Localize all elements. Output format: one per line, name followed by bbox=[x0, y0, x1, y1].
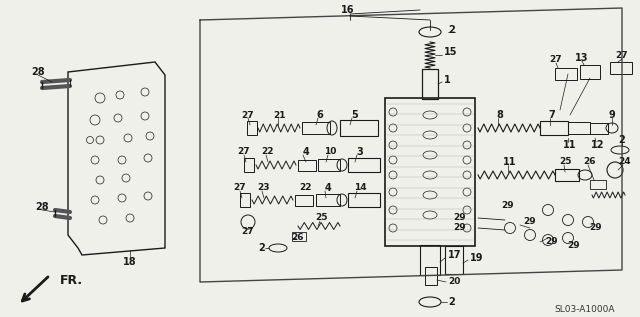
Bar bbox=[295, 195, 313, 205]
Text: 4: 4 bbox=[303, 147, 309, 157]
Text: 27: 27 bbox=[616, 51, 628, 61]
Text: 16: 16 bbox=[341, 5, 355, 15]
Text: 26: 26 bbox=[584, 158, 596, 166]
Text: 7: 7 bbox=[548, 110, 556, 120]
Bar bbox=[348, 193, 380, 207]
Text: 3: 3 bbox=[356, 147, 364, 157]
Text: 29: 29 bbox=[546, 237, 558, 247]
Bar bbox=[422, 69, 438, 99]
Text: 29: 29 bbox=[568, 241, 580, 249]
Text: 29: 29 bbox=[454, 214, 467, 223]
Bar bbox=[302, 122, 330, 134]
Bar bbox=[610, 62, 632, 74]
Text: 27: 27 bbox=[234, 184, 246, 192]
Bar bbox=[580, 65, 600, 79]
Text: 18: 18 bbox=[123, 257, 137, 267]
Text: 29: 29 bbox=[454, 223, 467, 232]
Text: 21: 21 bbox=[274, 111, 286, 120]
Text: 4: 4 bbox=[324, 183, 332, 193]
Text: 12: 12 bbox=[591, 140, 605, 150]
Text: 22: 22 bbox=[262, 147, 275, 157]
Bar bbox=[240, 193, 250, 207]
Text: 8: 8 bbox=[497, 110, 504, 120]
Text: 19: 19 bbox=[470, 253, 483, 263]
Text: 10: 10 bbox=[324, 147, 336, 157]
Bar bbox=[420, 245, 440, 275]
Bar bbox=[348, 158, 380, 172]
Bar bbox=[590, 122, 608, 133]
Text: 24: 24 bbox=[619, 158, 631, 166]
Text: 14: 14 bbox=[354, 184, 366, 192]
Bar bbox=[555, 68, 577, 80]
Text: 23: 23 bbox=[258, 184, 270, 192]
Text: 28: 28 bbox=[35, 202, 49, 212]
Bar bbox=[318, 159, 340, 171]
Text: 11: 11 bbox=[563, 140, 577, 150]
Text: 26: 26 bbox=[292, 234, 304, 243]
Text: 2: 2 bbox=[619, 135, 625, 145]
Text: 9: 9 bbox=[609, 110, 616, 120]
Bar bbox=[316, 194, 340, 206]
Bar bbox=[244, 158, 254, 172]
Text: 29: 29 bbox=[589, 223, 602, 232]
Text: 29: 29 bbox=[502, 200, 515, 210]
Bar bbox=[425, 267, 437, 285]
Bar bbox=[568, 122, 590, 134]
Bar bbox=[340, 120, 378, 136]
Text: 2: 2 bbox=[448, 25, 455, 35]
Text: 22: 22 bbox=[299, 184, 311, 192]
Text: 29: 29 bbox=[524, 217, 536, 227]
Text: FR.: FR. bbox=[60, 274, 83, 287]
Bar bbox=[590, 180, 606, 189]
Text: 17: 17 bbox=[448, 250, 461, 260]
Bar bbox=[292, 232, 306, 241]
Text: 13: 13 bbox=[575, 53, 589, 63]
Text: 20: 20 bbox=[448, 277, 460, 287]
Text: 28: 28 bbox=[31, 67, 45, 77]
Bar bbox=[385, 98, 475, 246]
Text: 2: 2 bbox=[448, 297, 455, 307]
Text: 6: 6 bbox=[317, 110, 323, 120]
Text: 5: 5 bbox=[351, 110, 358, 120]
Text: 27: 27 bbox=[242, 111, 254, 120]
Text: 11: 11 bbox=[503, 157, 516, 167]
Text: SL03-A1000A: SL03-A1000A bbox=[554, 306, 615, 314]
Bar bbox=[555, 169, 579, 181]
Text: 27: 27 bbox=[242, 228, 254, 236]
Bar bbox=[445, 246, 463, 274]
Text: 27: 27 bbox=[550, 55, 563, 64]
Text: 25: 25 bbox=[316, 214, 328, 223]
Text: 15: 15 bbox=[444, 47, 458, 57]
Bar bbox=[247, 121, 257, 135]
Text: 25: 25 bbox=[560, 158, 572, 166]
Text: 1: 1 bbox=[444, 75, 451, 85]
Bar bbox=[298, 159, 316, 171]
Text: 2: 2 bbox=[259, 243, 266, 253]
Text: 27: 27 bbox=[237, 147, 250, 157]
Bar bbox=[540, 121, 568, 135]
